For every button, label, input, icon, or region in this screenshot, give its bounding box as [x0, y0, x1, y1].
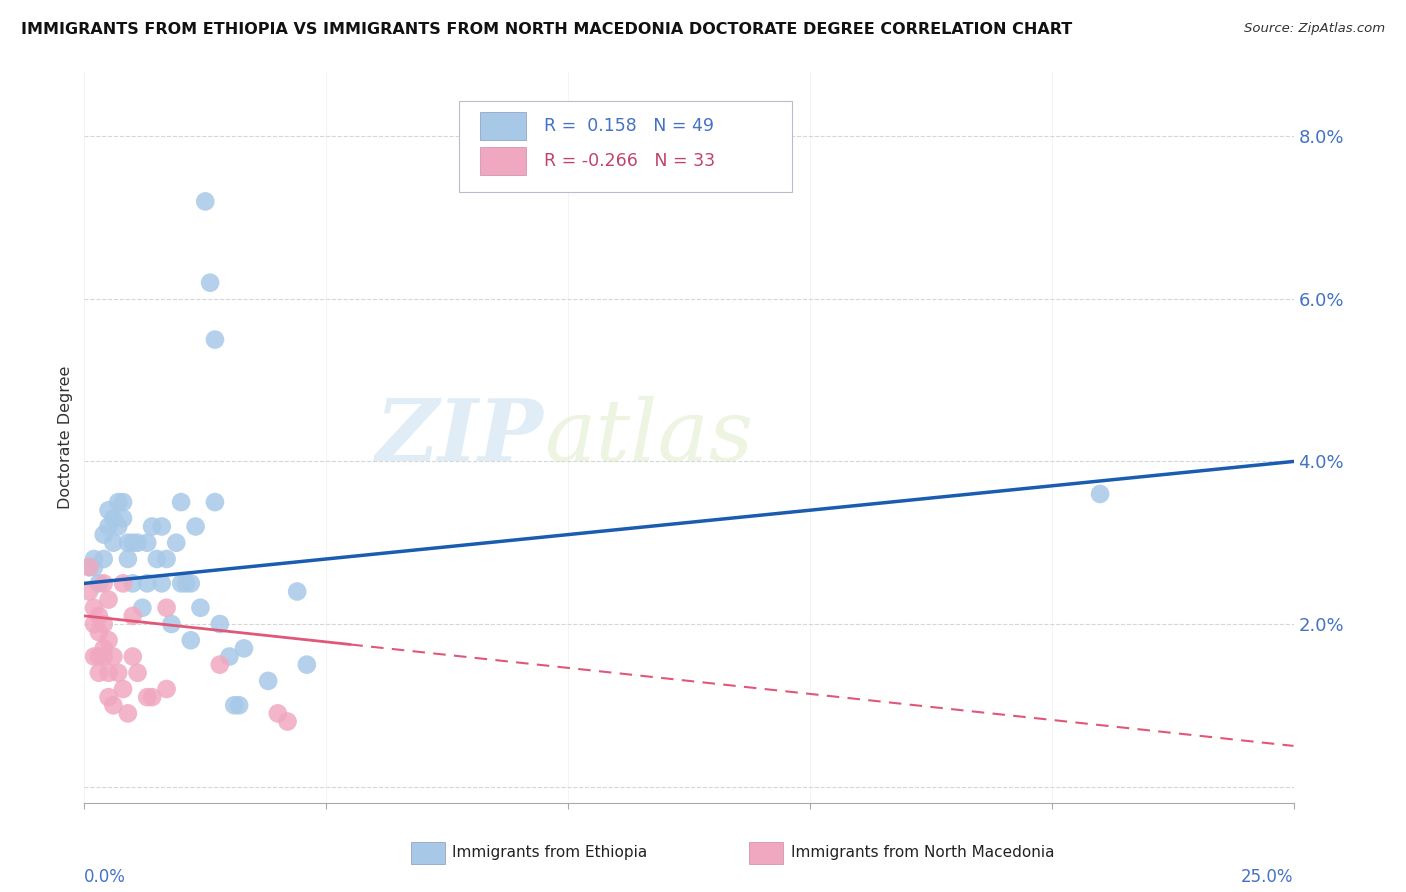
Point — [87, 665, 110, 680]
Point — [87, 576, 110, 591]
Point — [155, 681, 177, 696]
Point — [87, 649, 110, 664]
FancyBboxPatch shape — [479, 147, 526, 175]
Point — [136, 535, 159, 549]
Point — [93, 576, 115, 591]
Point — [141, 519, 163, 533]
Point — [97, 665, 120, 680]
Point — [131, 600, 153, 615]
FancyBboxPatch shape — [749, 841, 783, 863]
Point — [112, 511, 135, 525]
Point — [285, 584, 308, 599]
Point — [121, 649, 143, 664]
Point — [170, 576, 193, 591]
Point — [83, 649, 105, 664]
Point — [204, 495, 226, 509]
Text: Immigrants from North Macedonia: Immigrants from North Macedonia — [790, 845, 1054, 860]
Point — [77, 560, 100, 574]
Point — [117, 535, 139, 549]
Point — [204, 333, 226, 347]
Point — [276, 714, 298, 729]
Point — [77, 560, 100, 574]
Point — [83, 560, 105, 574]
Point — [198, 276, 221, 290]
Point — [117, 706, 139, 721]
Point — [97, 690, 120, 705]
Point — [121, 535, 143, 549]
Point — [112, 495, 135, 509]
Point — [93, 617, 115, 632]
Point — [228, 698, 250, 713]
Point — [117, 552, 139, 566]
Point — [121, 576, 143, 591]
Point — [107, 665, 129, 680]
Point — [295, 657, 318, 672]
Point — [77, 584, 100, 599]
Point — [103, 535, 125, 549]
Point — [136, 576, 159, 591]
Point — [93, 527, 115, 541]
Point — [112, 681, 135, 696]
Point — [127, 535, 149, 549]
Y-axis label: Doctorate Degree: Doctorate Degree — [58, 366, 73, 508]
Point — [224, 698, 246, 713]
Point — [107, 495, 129, 509]
Point — [103, 511, 125, 525]
FancyBboxPatch shape — [479, 112, 526, 140]
Point — [136, 690, 159, 705]
Point — [208, 617, 231, 632]
Point — [160, 617, 183, 632]
Point — [93, 552, 115, 566]
Point — [121, 608, 143, 623]
FancyBboxPatch shape — [411, 841, 444, 863]
Text: IMMIGRANTS FROM ETHIOPIA VS IMMIGRANTS FROM NORTH MACEDONIA DOCTORATE DEGREE COR: IMMIGRANTS FROM ETHIOPIA VS IMMIGRANTS F… — [21, 22, 1073, 37]
FancyBboxPatch shape — [460, 101, 792, 192]
Point — [184, 519, 207, 533]
Point — [170, 495, 193, 509]
Point — [83, 600, 105, 615]
Point — [233, 641, 256, 656]
Text: R =  0.158   N = 49: R = 0.158 N = 49 — [544, 117, 714, 136]
Point — [97, 519, 120, 533]
Point — [83, 552, 105, 566]
Text: 0.0%: 0.0% — [84, 868, 127, 886]
Point — [141, 690, 163, 705]
Point — [155, 552, 177, 566]
Point — [208, 657, 231, 672]
Point — [103, 698, 125, 713]
Point — [190, 600, 212, 615]
Point — [112, 576, 135, 591]
Point — [146, 552, 169, 566]
Point — [97, 633, 120, 648]
Point — [97, 503, 120, 517]
Text: ZIP: ZIP — [375, 395, 544, 479]
Point — [87, 608, 110, 623]
Text: atlas: atlas — [544, 396, 754, 478]
Text: Immigrants from Ethiopia: Immigrants from Ethiopia — [451, 845, 647, 860]
Point — [150, 576, 173, 591]
Point — [97, 592, 120, 607]
Point — [103, 649, 125, 664]
Point — [107, 519, 129, 533]
Text: Source: ZipAtlas.com: Source: ZipAtlas.com — [1244, 22, 1385, 36]
Point — [180, 576, 202, 591]
Point — [87, 625, 110, 640]
Point — [93, 649, 115, 664]
Point — [165, 535, 187, 549]
Point — [267, 706, 290, 721]
Point — [1088, 487, 1111, 501]
Point — [155, 600, 177, 615]
Point — [150, 519, 173, 533]
Point — [180, 633, 202, 648]
Text: R = -0.266   N = 33: R = -0.266 N = 33 — [544, 153, 716, 170]
Point — [127, 665, 149, 680]
Point — [83, 617, 105, 632]
Point — [218, 649, 240, 664]
Point — [257, 673, 280, 688]
Text: 25.0%: 25.0% — [1241, 868, 1294, 886]
Point — [194, 194, 217, 209]
Point — [93, 641, 115, 656]
Point — [174, 576, 197, 591]
